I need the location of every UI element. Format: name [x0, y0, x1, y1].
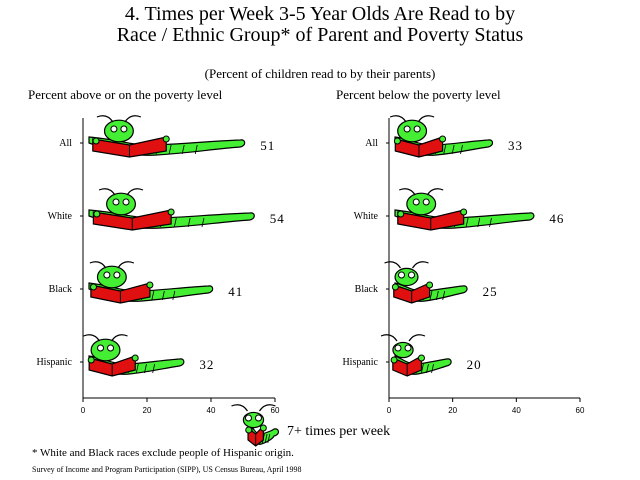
left-bookworm-bar-1	[88, 188, 255, 231]
left-bookworm-bar-0	[88, 115, 246, 158]
right-bookworm-bar-2	[384, 261, 468, 304]
left-category-label-0: All	[59, 138, 72, 149]
legend-bookworm-icon	[231, 404, 280, 447]
left-x-tick-label-3: 60	[271, 406, 280, 415]
right-value-label-0: 33	[508, 138, 523, 153]
left-category-label-3: Hispanic	[36, 357, 72, 368]
left-category-label-1: White	[48, 211, 73, 222]
chart-title: 4. Times per Week 3-5 Year Olds Are Read…	[0, 4, 640, 46]
left-bookworm-bar-3	[83, 334, 185, 377]
right-x-tick-label-0: 0	[387, 406, 392, 415]
right-category-label-0: All	[365, 138, 378, 149]
legend-label: 7+ times per week	[287, 424, 391, 439]
right-x-tick-label-1: 20	[448, 406, 457, 415]
left-panel-title: Percent above or on the poverty level	[28, 87, 223, 102]
left-x-tick-label-2: 40	[207, 406, 216, 415]
right-category-label-3: Hispanic	[342, 357, 378, 368]
chart-subtitle: (Percent of children read to by their pa…	[204, 66, 436, 81]
left-x-tick-label-1: 20	[143, 406, 152, 415]
right-category-label-1: White	[354, 211, 379, 222]
chart-title-line1: 4. Times per Week 3-5 Year Olds Are Read…	[124, 3, 516, 25]
right-bookworm-bar-0	[389, 115, 494, 158]
right-x-tick-label-2: 40	[512, 406, 521, 415]
left-value-label-1: 54	[270, 211, 285, 226]
left-value-label-0: 51	[260, 138, 275, 153]
right-bookworm-bar-3	[380, 334, 452, 377]
source-note: Survey of Income and Program Participati…	[32, 465, 302, 474]
chart-title-line2: Race / Ethnic Group* of Parent and Pover…	[116, 24, 524, 46]
left-panel: 0 20 40 60 All 51 White 54 Black 41 Hispanic 32	[36, 115, 285, 415]
right-value-label-1: 46	[549, 211, 564, 226]
right-bookworm-bar-1	[394, 188, 535, 231]
left-x-tick-label-0: 0	[81, 406, 86, 415]
right-value-label-3: 20	[467, 357, 482, 372]
left-bookworm-bar-2	[88, 261, 214, 304]
left-value-label-2: 41	[228, 284, 243, 299]
right-category-label-2: Black	[355, 284, 378, 295]
right-value-label-2: 25	[483, 284, 498, 299]
right-panel-title: Percent below the poverty level	[336, 87, 501, 102]
right-x-tick-label-3: 60	[576, 406, 585, 415]
footnote: * White and Black races exclude people o…	[32, 447, 294, 459]
left-value-label-3: 32	[199, 357, 214, 372]
right-panel: 0 20 40 60 All 33 White 46 Black 25 Hispanic 20	[342, 115, 585, 415]
left-category-label-2: Black	[49, 284, 72, 295]
